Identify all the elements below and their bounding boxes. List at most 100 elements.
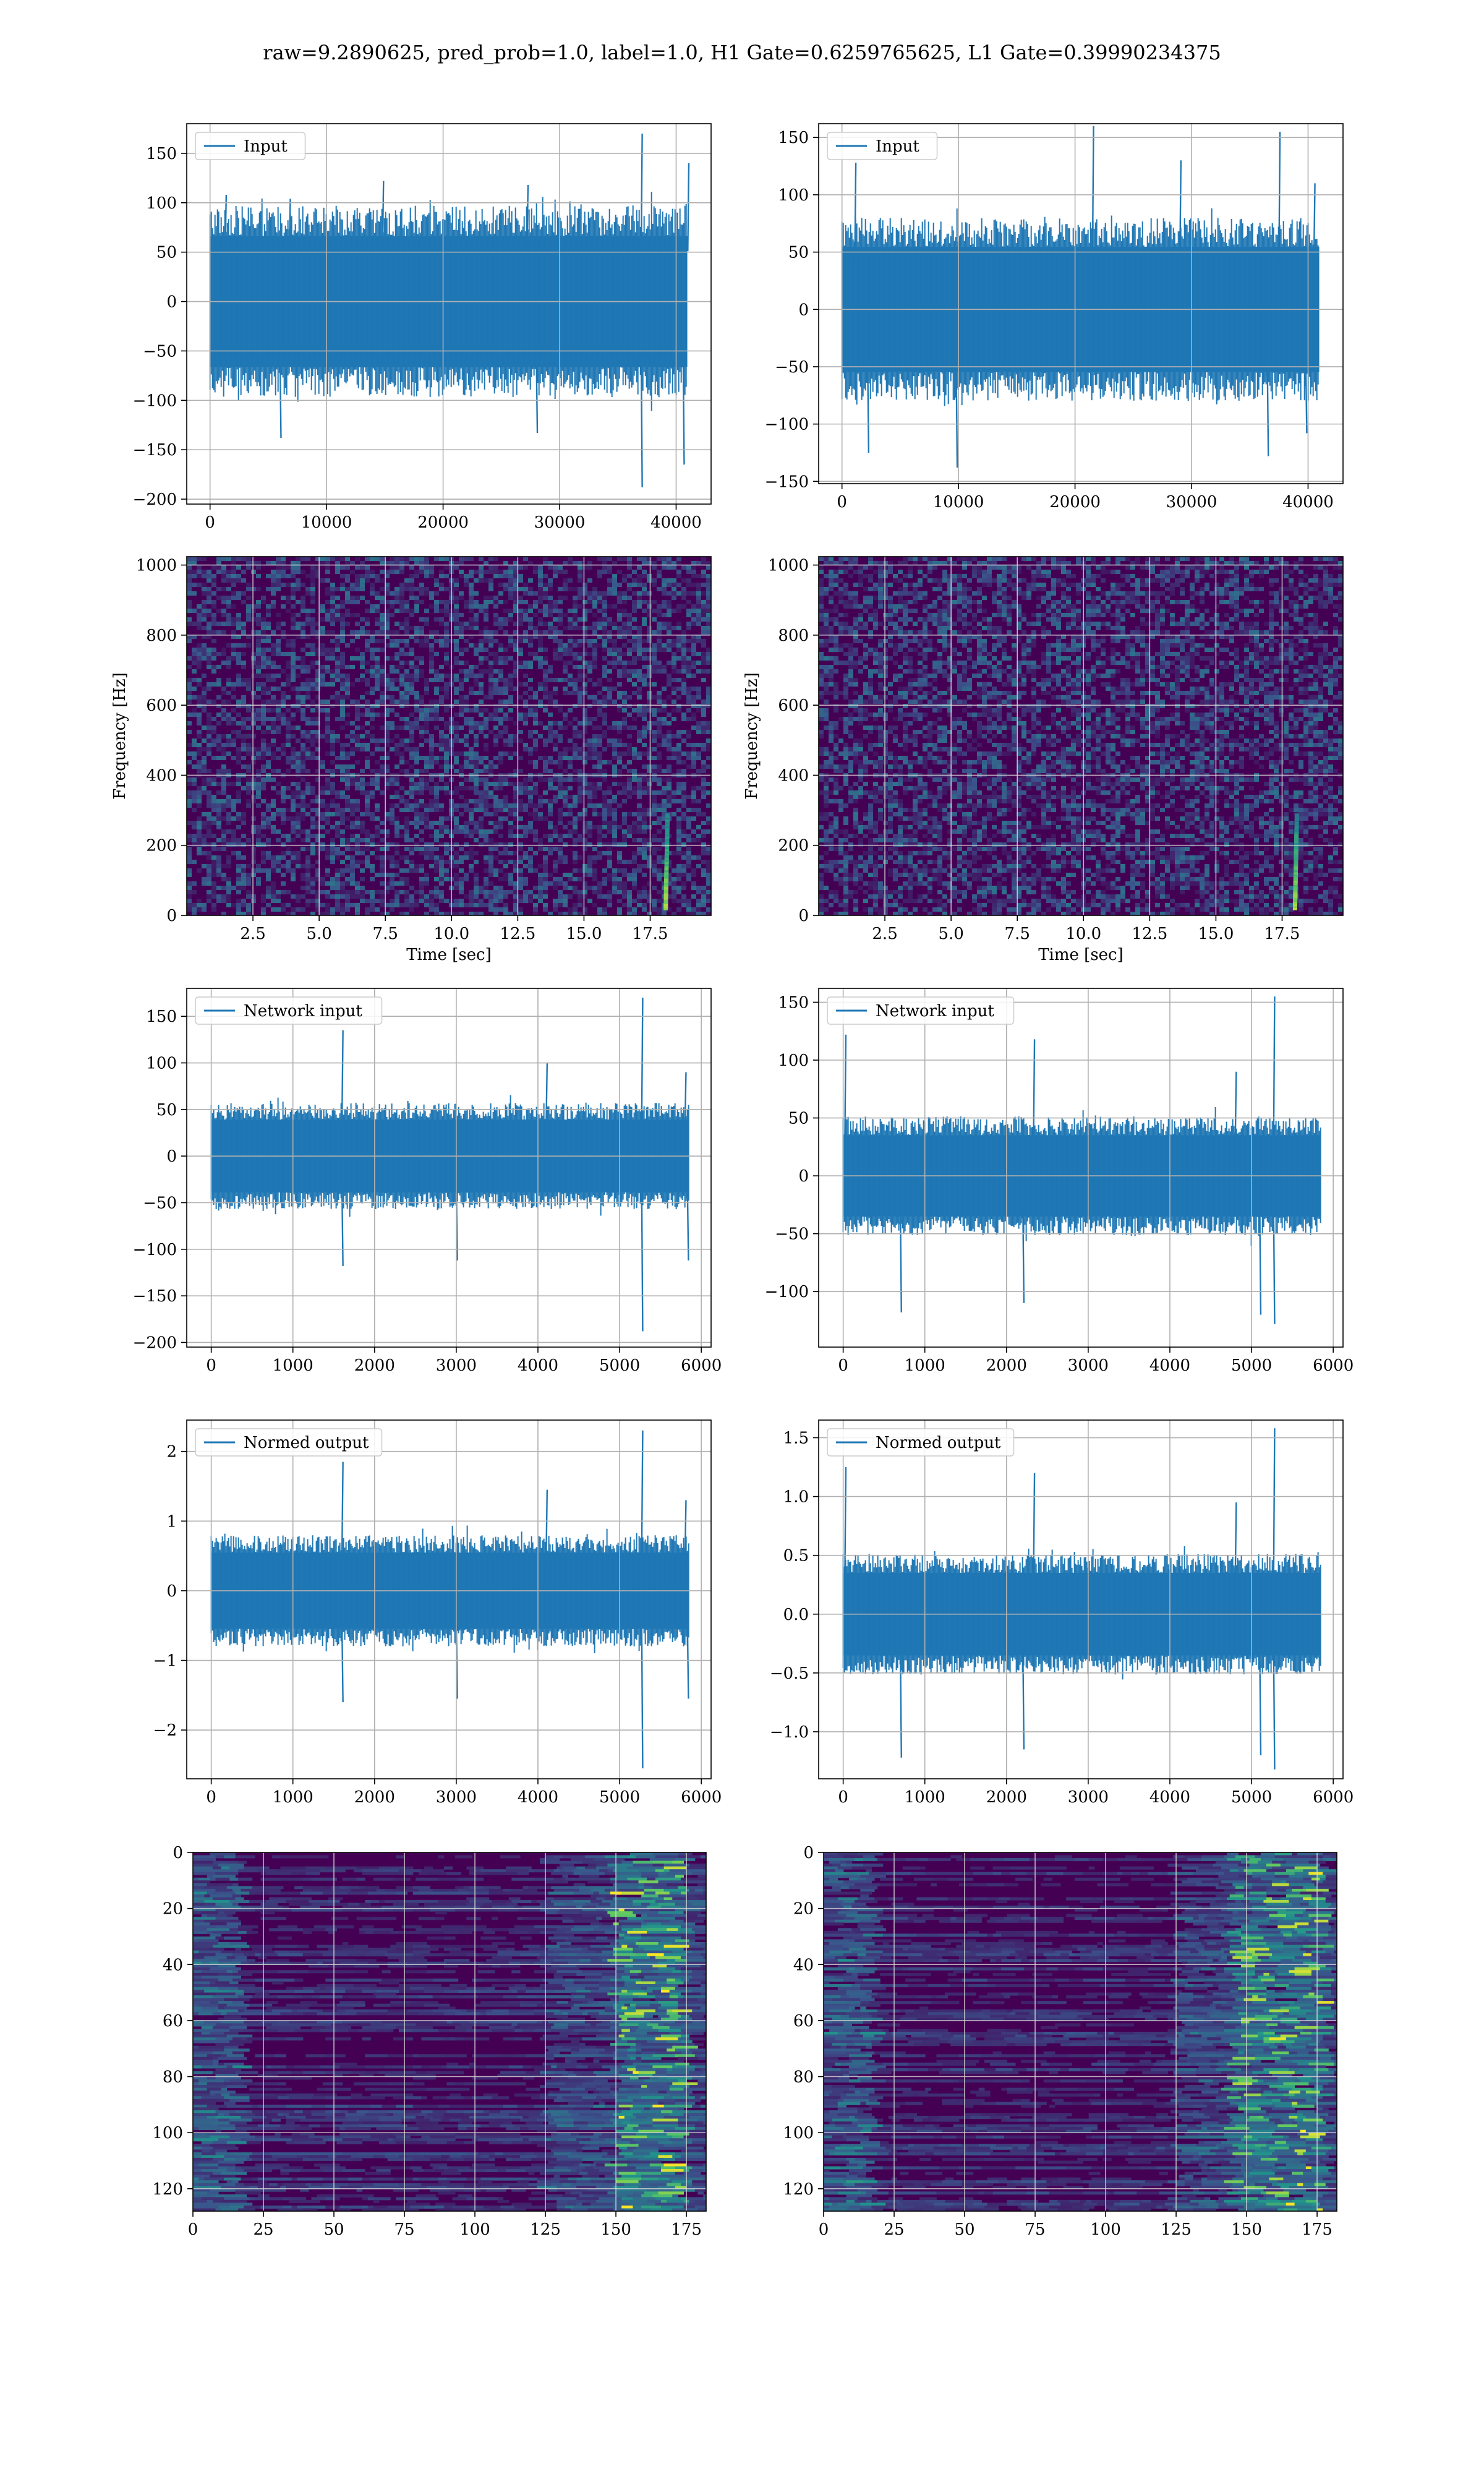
y-tick-label: −200: [133, 1333, 177, 1352]
x-tick-label: 2000: [354, 1356, 395, 1375]
y-tick-label: 0: [166, 1582, 177, 1601]
axes-frame: [186, 556, 712, 916]
x-tick-label: 1000: [273, 1356, 313, 1375]
spike: [1022, 1646, 1025, 1750]
y-tick-label: −150: [765, 473, 809, 491]
x-tick-label: 2000: [986, 1788, 1027, 1807]
spike: [899, 1207, 902, 1312]
x-tick-label: 0: [188, 2220, 198, 2239]
spike: [545, 1489, 548, 1562]
spike: [288, 199, 291, 252]
figure-title: raw=9.2890625, pred_prob=1.0, label=1.0,…: [263, 41, 1221, 64]
y-tick-label: −50: [143, 1194, 177, 1212]
y-tick-label: 400: [146, 766, 177, 785]
spike: [341, 1184, 344, 1266]
x-tick-label: 20000: [417, 513, 469, 532]
spike: [526, 185, 529, 252]
y-tick-label: 150: [146, 145, 177, 163]
x-tick-label: 3000: [436, 1788, 477, 1807]
x-tick-label: 50: [323, 2220, 344, 2239]
y-tick-label: 1000: [768, 557, 809, 575]
x-tick-label: 2000: [986, 1356, 1027, 1375]
legend-box: [827, 132, 938, 160]
x-tick-label: 150: [600, 2220, 631, 2239]
x-tick-label: 0: [838, 1788, 848, 1807]
l1-spectrogram-plot: 2.5 5.0 7.5 10.0 12.5 15.0 17.5 0 200 400 600 800 10…: [743, 556, 1344, 964]
x-tick-label: 0: [837, 493, 847, 511]
x-tick-label: 5000: [599, 1356, 640, 1375]
spike: [1259, 1646, 1262, 1755]
y-tick-label: 600: [778, 696, 809, 715]
x-tick-label: 5.0: [938, 925, 963, 943]
x-tick-label: 15.0: [1198, 925, 1234, 943]
spike: [1259, 1207, 1262, 1315]
x-tick-label: 100: [459, 2220, 490, 2239]
legend-box: [827, 1428, 1015, 1457]
y-tick-label: 100: [778, 1051, 809, 1070]
legend-label: Network input: [244, 1002, 362, 1021]
axes-frame: [186, 123, 712, 505]
y-tick-label: 100: [783, 2124, 814, 2142]
l1-feature-map-plot: 0 25 50 75 100 125 150 175 0 20 40 60 80 100 120: [783, 1844, 1337, 2239]
axes-frame: [818, 123, 1344, 484]
x-tick-label: 40000: [1282, 493, 1334, 511]
spike: [641, 1620, 644, 1769]
y-tick-label: 50: [156, 1101, 177, 1119]
l1-network-input-plot: 0 1000 2000 3000 4000 5000 6000 −100 −50 0 50 100 15…: [765, 988, 1354, 1375]
spike: [687, 163, 690, 252]
legend: Input: [827, 132, 938, 160]
y-tick-label: −100: [133, 392, 177, 410]
h1-normed-output-plot: 0 1000 2000 3000 4000 5000 6000 −2 −1 0 1 2 Normed o…: [153, 1419, 722, 1807]
y-tick-label: 800: [146, 627, 177, 645]
spike: [382, 181, 385, 252]
spike: [686, 1184, 689, 1261]
legend-box: [195, 1428, 383, 1457]
ticks: 0 10000 20000 30000 40000 −150 −100 −50 0 50 100 15…: [765, 129, 1334, 511]
x-tick-label: 10000: [933, 493, 984, 511]
spike: [955, 357, 958, 468]
x-tick-label: 0: [205, 513, 215, 532]
legend: Input: [195, 132, 306, 160]
y-tick-label: 50: [788, 1110, 809, 1128]
gridlines: [187, 1420, 711, 1779]
axes-frame: [818, 556, 1344, 916]
y-tick-label: 100: [146, 194, 177, 213]
y-tick-label: 50: [156, 244, 177, 262]
spike: [1234, 1502, 1237, 1583]
spike: [1278, 131, 1281, 262]
x-tick-label: 5000: [1231, 1356, 1272, 1375]
axes-frame: [192, 1852, 707, 2212]
spike: [341, 1030, 344, 1128]
x-tick-label: 50: [954, 2220, 974, 2239]
x-tick-label: 6000: [1313, 1356, 1354, 1375]
series-line: [209, 133, 690, 487]
gridlines: [819, 988, 1343, 1347]
axes-frame: [186, 988, 712, 1348]
x-tick-label: 100: [1090, 2220, 1121, 2239]
spike: [535, 351, 539, 434]
series-line: [842, 1428, 1321, 1770]
x-tick-label: 0: [206, 1788, 216, 1807]
spike: [1033, 1473, 1036, 1583]
x-tick-label: 7.5: [373, 925, 398, 943]
legend-box: [195, 132, 306, 160]
spike: [641, 1430, 644, 1562]
legend-label: Network input: [876, 1002, 994, 1021]
x-tick-label: 10.0: [433, 925, 469, 943]
spike: [1091, 126, 1094, 262]
x-tick-label: 75: [394, 2220, 414, 2239]
x-tick-label: 2.5: [240, 925, 265, 943]
l1-normed-output-plot: 0 1000 2000 3000 4000 5000 6000 −1.0 −0.5 0.0 0.5 1…: [770, 1419, 1354, 1807]
y-tick-label: 800: [778, 627, 809, 645]
y-tick-label: 0: [166, 907, 177, 925]
axes-frame: [823, 1852, 1337, 2212]
axes-frame: [186, 1419, 712, 1779]
x-axis-label: Time [sec]: [406, 946, 492, 964]
y-tick-label: −50: [775, 1225, 809, 1244]
x-tick-label: 175: [671, 2220, 702, 2239]
x-tick-label: 30000: [534, 513, 586, 532]
x-tick-label: 10000: [301, 513, 352, 532]
x-tick-label: 30000: [1166, 493, 1217, 511]
x-tick-label: 0: [838, 1356, 848, 1375]
spike: [640, 351, 643, 487]
